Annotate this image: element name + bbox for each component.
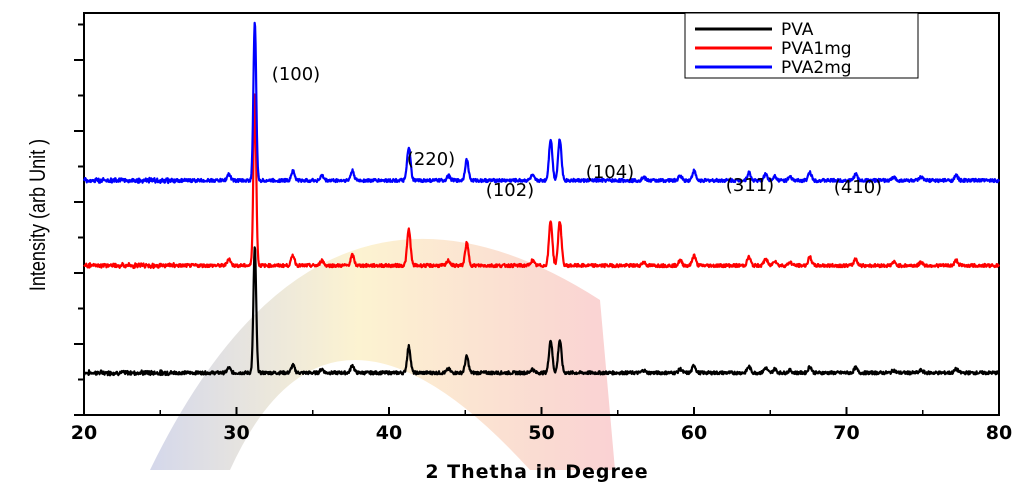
peak-label: (104) [586, 162, 634, 183]
x-tick-label: 20 [71, 422, 97, 444]
series-line-pva [82, 246, 1001, 377]
x-axis-ticks: 20 30 40 50 60 70 80 [71, 407, 1012, 444]
watermark-arc [150, 238, 615, 470]
series-line-pva2mg [82, 21, 1001, 185]
x-tick-label: 50 [528, 422, 554, 444]
x-tick-label: 70 [833, 422, 859, 444]
peak-label: (102) [486, 180, 534, 201]
x-axis-label: 2 Thetha in Degree [425, 461, 648, 483]
plot-area: 20 30 40 50 60 70 80 (100) (220) (102) (104) (311)… [71, 12, 1012, 444]
x-tick-label: 30 [223, 422, 249, 444]
peak-labels: (100) (220) (102) (104) (311) (410) [272, 64, 882, 201]
legend-label: PVA2mg [781, 58, 852, 78]
y-axis-label: Intensity (arb Unit ) [26, 139, 50, 291]
x-tick-label: 40 [376, 422, 402, 444]
x-tick-label: 80 [986, 422, 1012, 444]
peak-label: (410) [834, 177, 882, 198]
peak-label: (311) [726, 175, 774, 196]
series-lines [82, 21, 1001, 377]
legend-label: PVA1mg [781, 39, 852, 59]
y-axis-ticks [74, 23, 84, 416]
legend-label: PVA [781, 20, 814, 40]
peak-label: (100) [272, 64, 320, 85]
x-tick-label: 60 [681, 422, 707, 444]
peak-label: (220) [407, 149, 455, 170]
series-line-pva1mg [83, 93, 1001, 270]
